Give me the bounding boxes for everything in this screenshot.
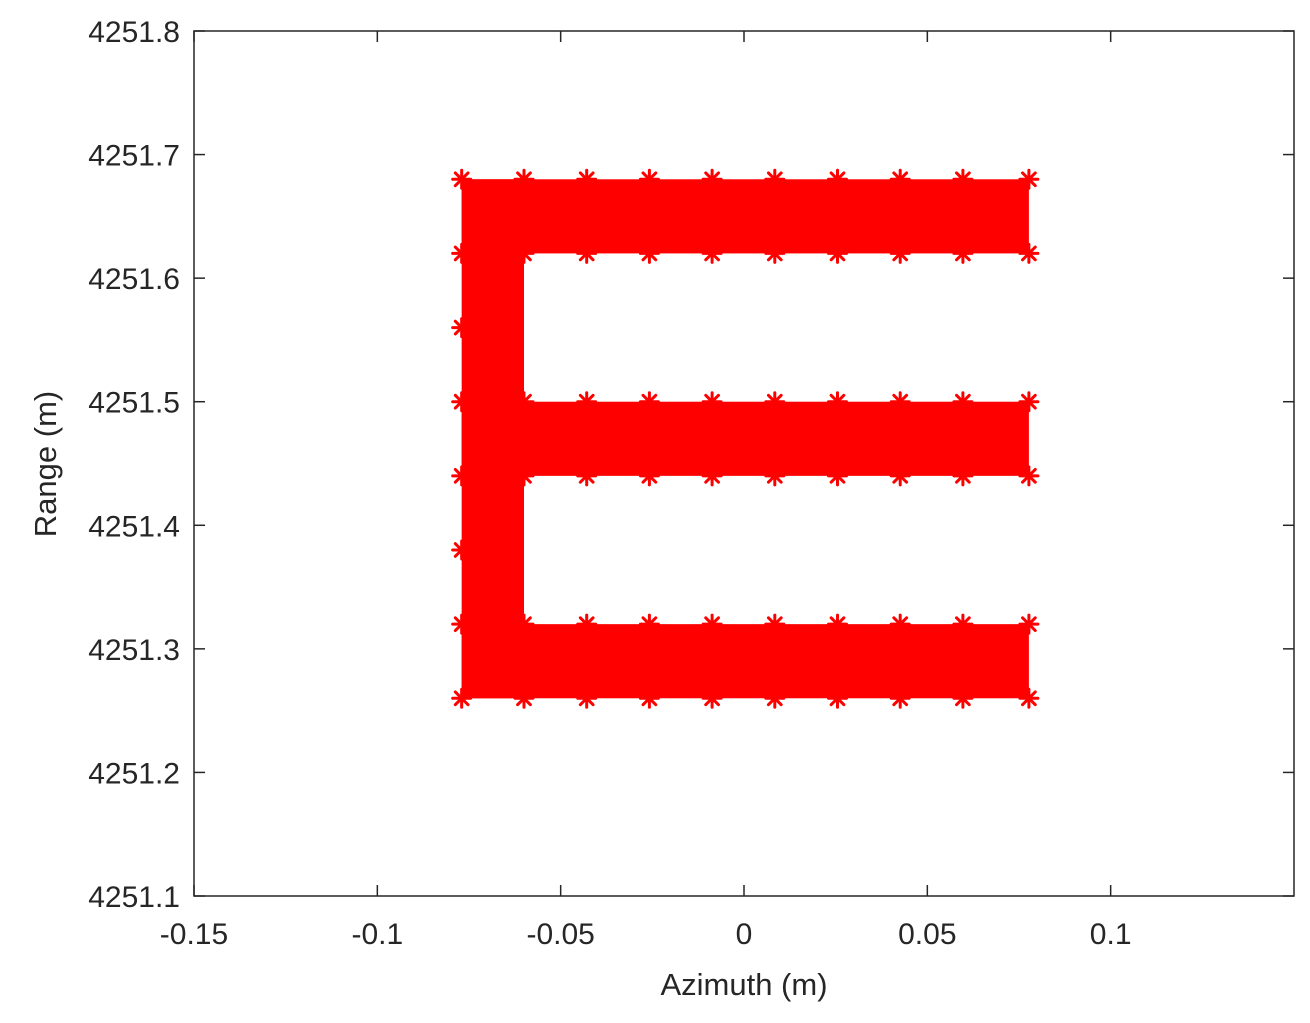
data-point xyxy=(638,613,660,635)
data-point xyxy=(451,391,473,413)
y-tick-label: 4251.1 xyxy=(88,881,180,914)
data-point xyxy=(1018,465,1040,487)
data-point xyxy=(952,242,974,264)
data-point xyxy=(451,242,473,264)
data-point xyxy=(889,391,911,413)
y-tick-label: 4251.2 xyxy=(88,757,180,790)
data-point xyxy=(827,242,848,264)
filled-regions xyxy=(461,179,1029,699)
data-point xyxy=(451,613,473,635)
data-point xyxy=(576,242,598,264)
data-point xyxy=(451,539,473,561)
y-axis-label: Range (m) xyxy=(28,391,63,537)
data-point xyxy=(701,242,723,264)
data-point xyxy=(638,168,660,190)
data-point xyxy=(889,465,911,487)
data-point xyxy=(513,613,535,635)
data-point xyxy=(952,613,974,635)
data-point xyxy=(827,465,848,487)
data-point xyxy=(638,242,660,264)
data-points xyxy=(451,168,1040,709)
filled-region xyxy=(461,179,1029,254)
data-point xyxy=(889,168,911,190)
data-point xyxy=(513,465,535,487)
data-point xyxy=(513,242,535,264)
data-point xyxy=(1018,168,1040,190)
data-point xyxy=(952,687,974,709)
data-point xyxy=(827,391,848,413)
data-point xyxy=(701,168,723,190)
data-point xyxy=(952,391,974,413)
data-point xyxy=(764,168,786,190)
data-point xyxy=(764,391,786,413)
data-point xyxy=(764,613,786,635)
data-point xyxy=(451,317,473,339)
data-point xyxy=(1018,242,1040,264)
data-point xyxy=(1018,391,1040,413)
y-tick-label: 4251.8 xyxy=(88,16,180,49)
data-point xyxy=(451,168,473,190)
data-point xyxy=(701,613,723,635)
data-point xyxy=(576,613,598,635)
data-point xyxy=(764,465,786,487)
x-tick-label: -0.05 xyxy=(526,918,594,951)
data-point xyxy=(889,687,911,709)
y-axis-ticks: 4251.1 4251.2 4251.3 4251.4 4251.5 4251.6 4251… xyxy=(88,16,1294,914)
data-point xyxy=(638,465,660,487)
data-point xyxy=(513,168,535,190)
y-tick-label: 4251.4 xyxy=(88,510,180,543)
filled-region xyxy=(461,624,1029,699)
data-point xyxy=(638,687,660,709)
data-point xyxy=(827,687,848,709)
filled-region xyxy=(461,401,1029,476)
x-axis-ticks: -0.15 -0.1 -0.05 0 0.05 0.1 xyxy=(160,31,1132,951)
x-tick-label: -0.1 xyxy=(351,918,403,951)
data-point xyxy=(638,391,660,413)
data-point xyxy=(952,168,974,190)
x-tick-label: 0.05 xyxy=(898,918,956,951)
x-tick-label: 0 xyxy=(736,918,753,951)
data-point xyxy=(952,465,974,487)
data-point xyxy=(513,687,535,709)
x-tick-label: -0.15 xyxy=(160,918,228,951)
data-point xyxy=(889,613,911,635)
data-point xyxy=(827,613,848,635)
data-point xyxy=(513,391,535,413)
data-point xyxy=(701,687,723,709)
data-point xyxy=(1018,687,1040,709)
filled-region xyxy=(461,179,524,699)
y-tick-label: 4251.3 xyxy=(88,634,180,667)
data-point xyxy=(701,391,723,413)
data-point xyxy=(889,242,911,264)
x-tick-label: 0.1 xyxy=(1090,918,1132,951)
data-point xyxy=(576,391,598,413)
data-point xyxy=(764,242,786,264)
data-point xyxy=(764,687,786,709)
y-tick-label: 4251.6 xyxy=(88,263,180,296)
data-point xyxy=(576,687,598,709)
y-tick-label: 4251.7 xyxy=(88,140,180,173)
data-point xyxy=(576,465,598,487)
data-point xyxy=(451,687,473,709)
data-point xyxy=(576,168,598,190)
data-point xyxy=(1018,613,1040,635)
data-point xyxy=(827,168,848,190)
y-tick-label: 4251.5 xyxy=(88,387,180,420)
x-axis-label: Azimuth (m) xyxy=(660,967,827,1002)
data-point xyxy=(451,465,473,487)
data-point xyxy=(701,465,723,487)
